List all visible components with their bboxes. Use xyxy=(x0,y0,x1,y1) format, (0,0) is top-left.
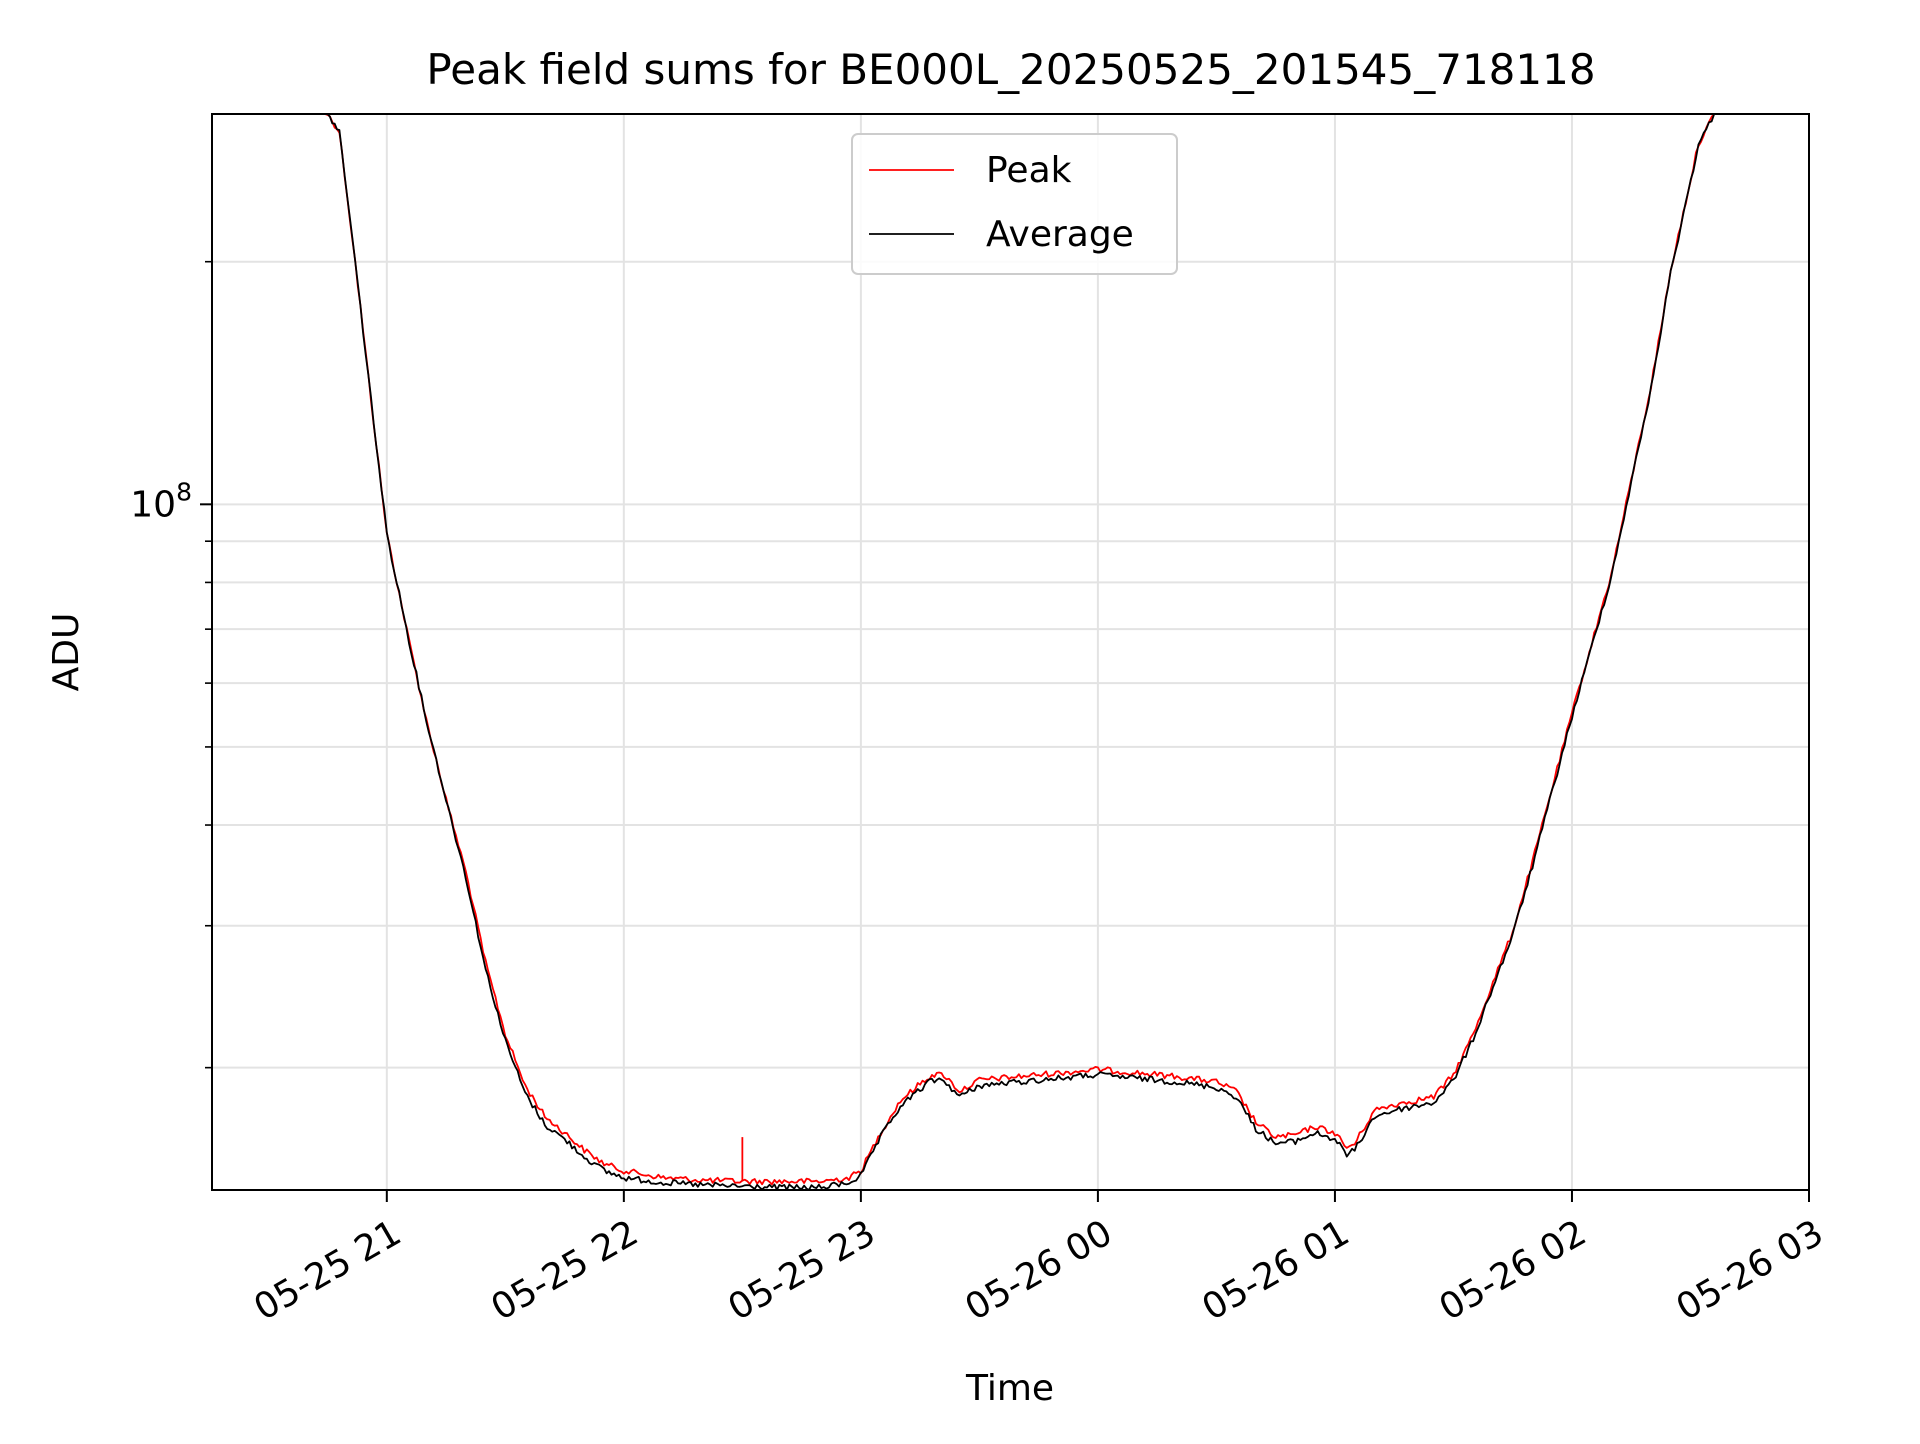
plot-area-frame xyxy=(211,113,1810,1191)
legend-box xyxy=(851,133,1178,275)
chart-title: Peak field sums for BE000L_20250525_2015… xyxy=(426,45,1595,94)
series-line-average xyxy=(212,113,1809,1191)
x-axis-label: Time xyxy=(965,1368,1054,1409)
y-axis-label: ADU xyxy=(46,613,87,692)
y-tick-label: 108 xyxy=(130,477,192,525)
y-axis: 108 xyxy=(130,260,212,1069)
y-tick-label-base: 10 xyxy=(130,484,176,525)
y-tick-label-exponent: 8 xyxy=(176,477,192,506)
series-layer xyxy=(212,113,1809,1191)
legend: Peak Average xyxy=(851,133,1178,275)
series-line-peak xyxy=(212,113,1809,1186)
legend-label: Peak xyxy=(986,150,1072,191)
legend-label: Average xyxy=(986,214,1134,255)
